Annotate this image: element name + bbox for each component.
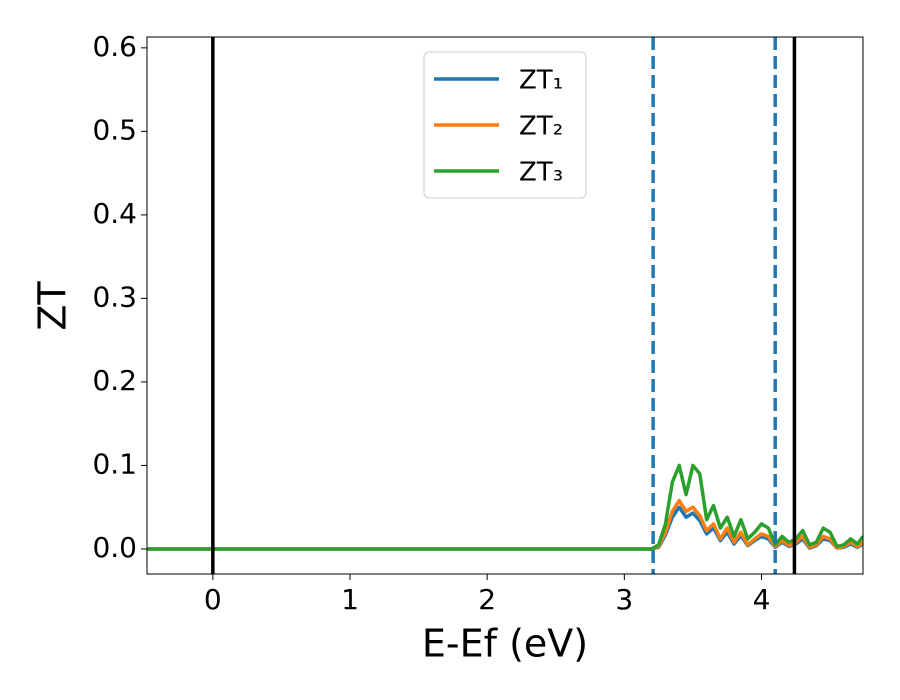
x-tick-label: 4: [753, 583, 771, 616]
legend-box: [423, 51, 587, 199]
y-tick-label: 0.3: [92, 280, 137, 313]
x-tick-label: 1: [341, 583, 359, 616]
series-line: [147, 463, 863, 551]
y-tick-label: 0.0: [92, 531, 137, 564]
y-axis-label: ZT: [31, 281, 75, 331]
x-tick-label: 3: [615, 583, 633, 616]
series-line: [147, 498, 863, 551]
legend-label: ZT₂: [519, 112, 563, 142]
plot-frame: [146, 36, 864, 575]
legend-label: ZT₁: [519, 66, 563, 96]
y-tick-label: 0.1: [92, 447, 137, 480]
y-tick-label: 0.5: [92, 113, 137, 146]
x-axis-label: E-Ef (eV): [422, 622, 588, 666]
y-tick-label: 0.6: [92, 30, 137, 63]
series-line: [147, 505, 863, 551]
plot-area: [147, 37, 863, 574]
x-tick-label: 0: [204, 583, 222, 616]
legend-label: ZT₃: [519, 158, 563, 188]
x-tick-label: 2: [478, 583, 496, 616]
y-tick-label: 0.2: [92, 364, 137, 397]
y-tick-label: 0.4: [92, 197, 137, 230]
